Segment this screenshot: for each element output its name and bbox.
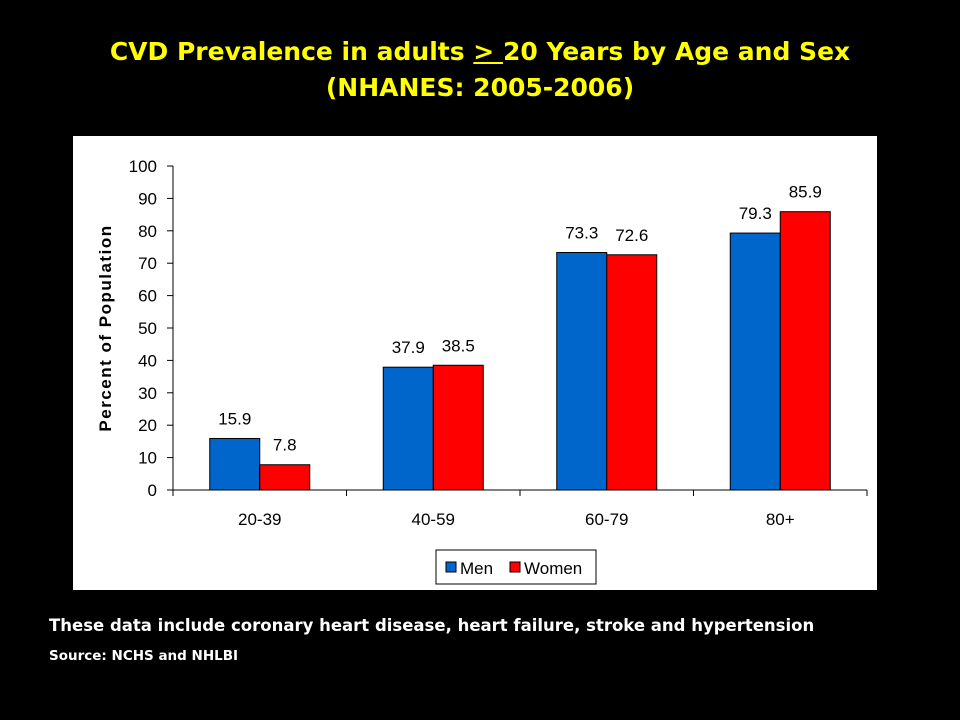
legend-swatch-women	[509, 561, 521, 573]
title-text-b: 20 Years by Age and Sex	[502, 37, 851, 66]
bar-women-80+	[779, 211, 831, 491]
y-tick-label: 30	[138, 384, 157, 403]
bar-men-40-59	[382, 366, 434, 491]
x-tick-label: 80+	[766, 510, 795, 529]
chart-panel: 0 10 20 30 40 50 60 70 80 90 100 20-39 40-59 60-79 80…	[73, 136, 877, 590]
x-tick-label: 40-59	[412, 510, 455, 529]
legend: Men Women	[435, 549, 597, 585]
source-note: Source: NCHS and NHLBI	[49, 648, 239, 664]
legend-label-women: Women	[524, 559, 582, 578]
title-line-2: (NHANES: 2005-2006)	[325, 73, 635, 102]
y-tick-label: 90	[138, 189, 157, 208]
data-label: 7.8	[273, 436, 297, 455]
x-tick-label: 20-39	[238, 510, 281, 529]
y-tick-label: 20	[138, 416, 157, 435]
footnote: These data include coronary heart diseas…	[49, 616, 815, 635]
y-tick-label: 60	[138, 287, 157, 306]
bar-men-60-79	[556, 252, 608, 491]
bar-women-40-59	[432, 364, 484, 491]
title-gte-symbol: >	[473, 37, 503, 66]
x-tick-label: 60-79	[585, 510, 628, 529]
x-axis: 20-39 40-59 60-79 80+	[172, 489, 868, 529]
y-tick-label: 100	[129, 157, 157, 176]
bar-men-80+	[729, 232, 781, 491]
title-text-a: CVD Prevalence in adults	[109, 37, 474, 66]
y-tick-label: 70	[138, 254, 157, 273]
y-axis-title: Percent of Population	[96, 224, 115, 431]
slide-title: CVD Prevalence in adults > 20 Years by A…	[0, 34, 960, 106]
y-tick-label: 0	[148, 481, 157, 500]
y-tick-label: 50	[138, 319, 157, 338]
data-label: 37.9	[392, 338, 425, 357]
y-tick-label: 10	[138, 449, 157, 468]
data-labels: 15.9 7.8 37.9 38.5 73.3 72.6 79.3 85.9	[218, 183, 822, 455]
bar-men-20-39	[209, 437, 261, 491]
legend-swatch-men	[445, 561, 457, 573]
y-tick-label: 80	[138, 222, 157, 241]
data-label: 15.9	[218, 409, 251, 428]
bar-chart: 0 10 20 30 40 50 60 70 80 90 100 20-39 40-59 60-79 80…	[96, 157, 868, 585]
legend-label-men: Men	[460, 559, 493, 578]
data-label: 85.9	[789, 183, 822, 202]
bar-women-60-79	[606, 254, 658, 491]
y-axis: 0 10 20 30 40 50 60 70 80 90 100	[129, 157, 174, 500]
title-line-1: CVD Prevalence in adults > 20 Years by A…	[0, 34, 960, 70]
y-tick-label: 40	[138, 351, 157, 370]
bar-women-20-39	[259, 464, 311, 491]
data-label: 38.5	[442, 336, 475, 355]
data-label: 72.6	[615, 226, 648, 245]
bars	[209, 211, 831, 491]
data-label: 79.3	[739, 204, 772, 223]
data-label: 73.3	[565, 224, 598, 243]
